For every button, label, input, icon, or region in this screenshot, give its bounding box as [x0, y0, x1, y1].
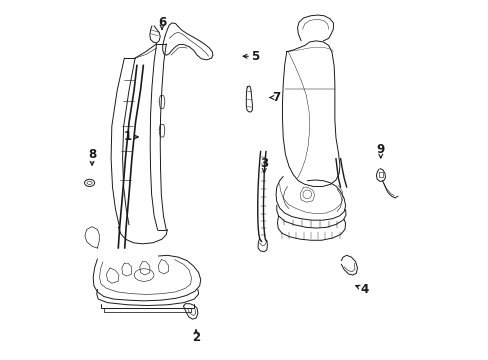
Text: 7: 7: [272, 91, 280, 104]
Text: 2: 2: [192, 331, 200, 344]
Text: 8: 8: [88, 148, 96, 161]
Text: 3: 3: [260, 157, 268, 170]
Text: 1: 1: [123, 130, 132, 144]
Text: 9: 9: [376, 143, 384, 156]
Text: 5: 5: [251, 50, 259, 63]
Text: 4: 4: [360, 283, 368, 296]
Text: 6: 6: [158, 16, 166, 29]
